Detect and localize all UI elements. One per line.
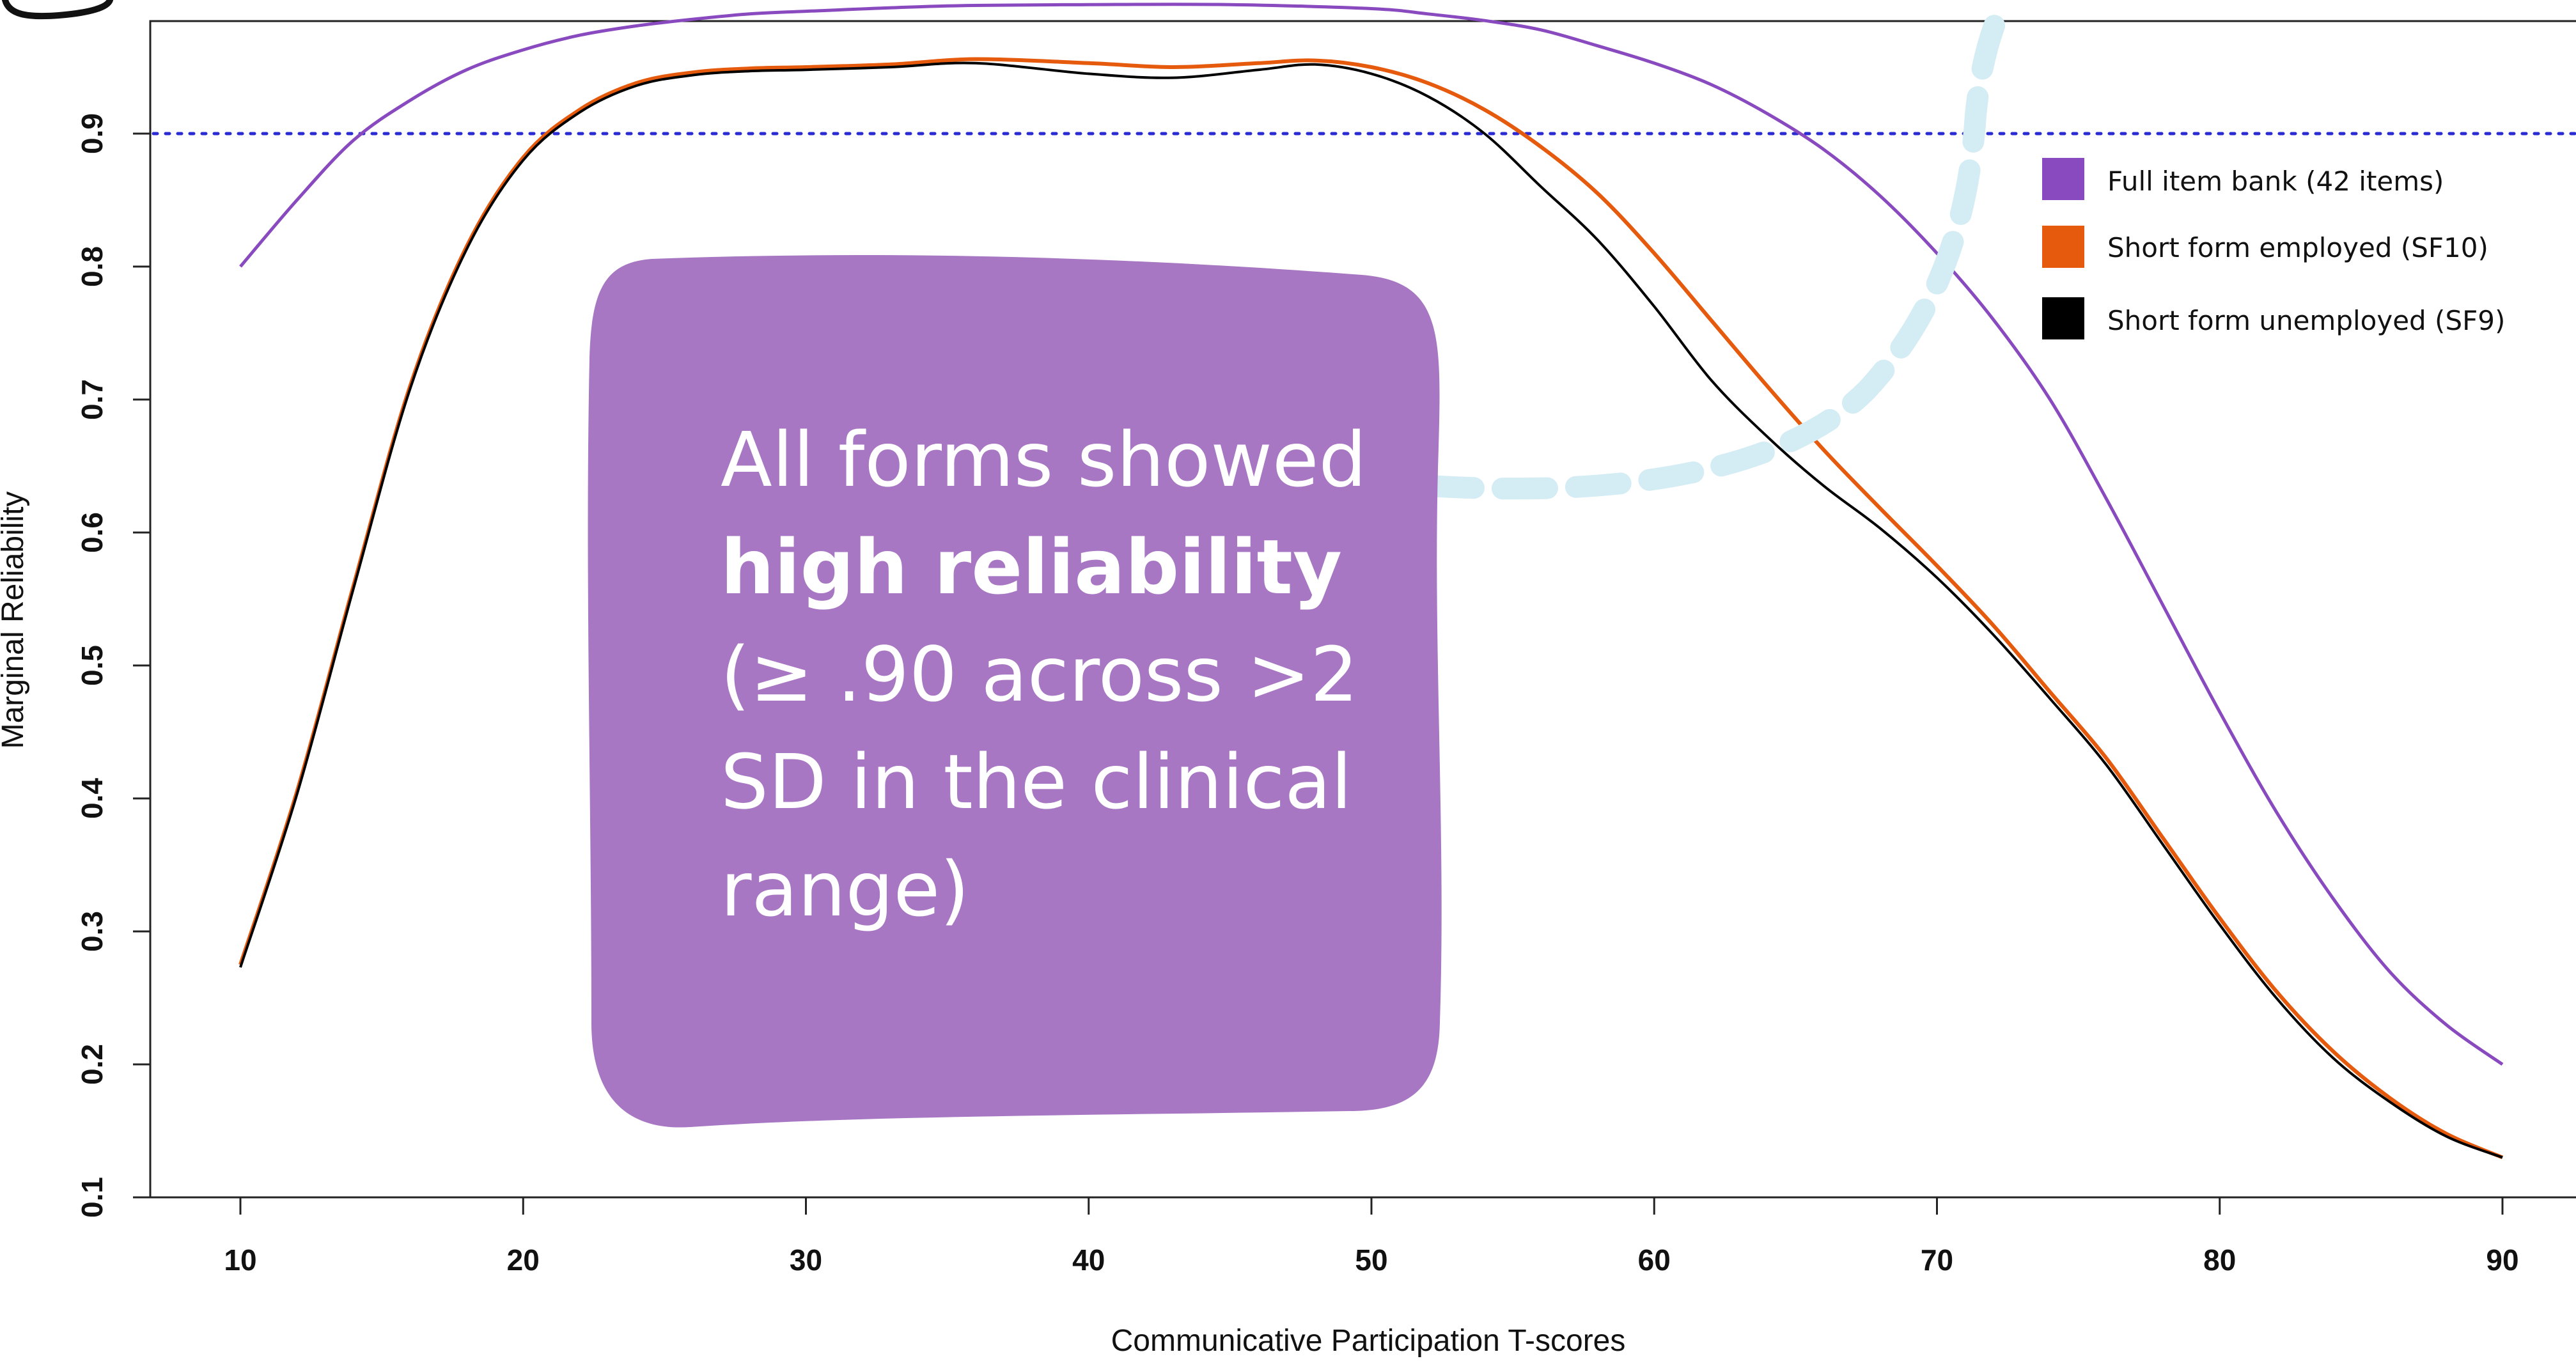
series-lines <box>238 3 2504 1160</box>
callout-line-2: high reliability <box>721 523 1342 611</box>
y-tick-label: 0.7 <box>75 379 109 420</box>
y-tick-label: 0.9 <box>75 113 109 154</box>
callout-box <box>588 255 1442 1128</box>
legend-swatch-sf9 <box>2042 297 2084 339</box>
callout-connector <box>1418 0 2012 500</box>
legend-swatch-sf10 <box>2042 226 2084 268</box>
x-tick-label: 10 <box>224 1243 256 1277</box>
y-tick-label: 0.5 <box>75 645 109 686</box>
y-tick-label: 0.2 <box>75 1044 109 1085</box>
svg-text:range): range) <box>721 845 969 933</box>
y-tick-label: 0.1 <box>75 1177 109 1218</box>
legend: Full item bank (42 items) Short form emp… <box>2042 158 2505 339</box>
x-tick-label: 60 <box>1638 1243 1671 1277</box>
x-tick-label: 30 <box>790 1243 822 1277</box>
svg-text:SD in the clinical: SD in the clinical <box>721 738 1352 826</box>
y-tick-label: 0.4 <box>75 778 109 819</box>
legend-swatch-full-item-bank <box>2042 158 2084 200</box>
x-tick-label: 20 <box>507 1243 540 1277</box>
y-axis-tick-labels: 0.1 0.2 0.3 0.4 0.5 0.6 0.7 0.8 0.9 <box>75 113 109 1218</box>
callout-line-3: (≥ .90 across >2 <box>721 630 1358 719</box>
callout-line-1: All forms showed <box>721 416 1366 504</box>
x-tick-label: 70 <box>1921 1243 1953 1277</box>
svg-text:All forms showed: All forms showed <box>721 416 1366 504</box>
svg-text:(≥ .90 across >2: (≥ .90 across >2 <box>721 630 1358 719</box>
x-tick-label: 80 <box>2203 1243 2236 1277</box>
series-line-full-item-bank <box>239 3 2504 1066</box>
y-tick-label: 0.8 <box>75 246 109 287</box>
callout-line-4: SD in the clinical <box>721 738 1352 826</box>
x-axis-tick-labels: 10 20 30 40 50 60 70 80 90 <box>224 1243 2518 1277</box>
legend-label-sf9: Short form unemployed (SF9) <box>2107 305 2505 336</box>
callout-line-5: range) <box>721 845 969 933</box>
y-tick-label: 0.3 <box>75 911 109 952</box>
y-tick-label: 0.6 <box>75 512 109 553</box>
x-tick-label: 90 <box>2486 1243 2518 1277</box>
x-axis-title: Communicative Participation T-scores <box>1111 1324 1626 1358</box>
legend-label-sf10: Short form employed (SF10) <box>2107 232 2488 263</box>
x-tick-label: 40 <box>1072 1243 1105 1277</box>
y-axis-title: Marginal Reliability <box>0 492 30 749</box>
legend-label-full-item-bank: Full item bank (42 items) <box>2107 166 2444 197</box>
x-axis-ticks <box>239 1197 2504 1215</box>
plot-frame <box>149 20 2576 1199</box>
corner-decoration <box>2 0 113 20</box>
y-axis-ticks <box>133 132 150 1199</box>
svg-text:high reliability: high reliability <box>721 523 1342 611</box>
series-line-sf9 <box>239 61 2503 1159</box>
x-tick-label: 50 <box>1355 1243 1387 1277</box>
series-line-sf10 <box>238 57 2504 1160</box>
